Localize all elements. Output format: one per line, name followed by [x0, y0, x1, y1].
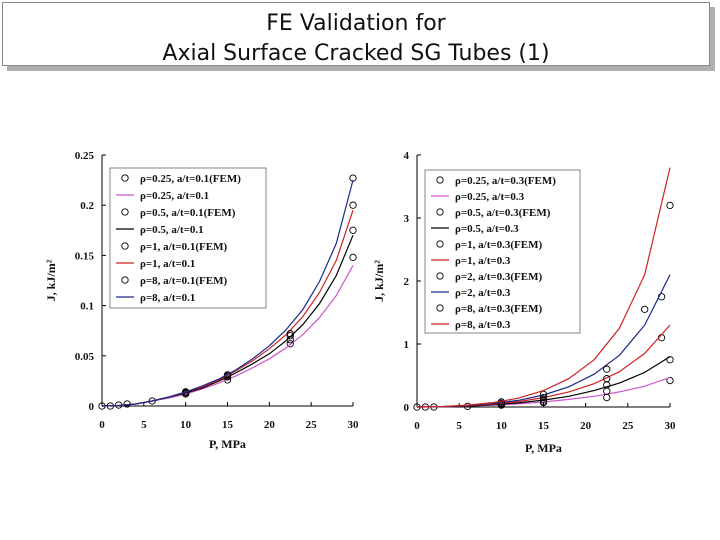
x-tick-label: 10 — [496, 420, 508, 432]
legend-entry-label: ρ=0.25, a/t=0.3 — [455, 191, 525, 203]
data-point-marker — [349, 201, 357, 209]
legend-entry-label: ρ=8, a/t=0.1(FEM) — [140, 275, 227, 287]
y-tick-label: 0.15 — [75, 250, 95, 262]
legend-marker-swatch — [121, 174, 129, 182]
y-tick-label: 0 — [89, 401, 95, 413]
x-tick-label: 15 — [222, 419, 234, 431]
x-tick-label: 0 — [414, 420, 420, 432]
series-line — [416, 167, 671, 408]
legend-marker-swatch — [436, 208, 444, 216]
data-point-marker — [641, 305, 649, 313]
legend-marker-swatch — [436, 240, 444, 248]
legend-entry-label: ρ=0.5, a/t=0.1(FEM) — [140, 207, 236, 219]
data-point-marker — [666, 356, 674, 364]
data-point-marker — [603, 374, 611, 383]
x-tick-label: 0 — [99, 419, 105, 431]
series-line — [101, 179, 354, 407]
x-tick-label: 25 — [306, 419, 318, 431]
legend-entry-label: ρ=0.25, a/t=0.3(FEM) — [455, 175, 556, 187]
x-axis-label: P, MPa — [209, 437, 246, 451]
legend-marker-swatch — [436, 272, 444, 280]
data-point-marker — [223, 371, 232, 379]
y-tick-label: 1 — [404, 339, 410, 351]
legend-entry-label: ρ=2, a/t=0.3 — [455, 287, 511, 299]
x-tick-label: 15 — [538, 420, 550, 432]
legend-marker-swatch — [121, 276, 129, 284]
data-point-marker — [539, 395, 548, 404]
legend-entry-label: ρ=0.25, a/t=0.1(FEM) — [140, 173, 241, 185]
y-tick-label: 3 — [404, 213, 410, 225]
y-axis-label: J, kJ/m² — [44, 259, 58, 301]
legend-entry-label: ρ=1, a/t=0.1 — [140, 258, 195, 270]
legend-entry-label: ρ=0.5, a/t=0.3 — [455, 223, 519, 235]
legend-entry-label: ρ=1, a/t=0.1(FEM) — [140, 241, 227, 253]
legend-marker-swatch — [436, 304, 444, 312]
y-axis-label: J, kJ/m² — [372, 260, 386, 302]
x-tick-label: 20 — [264, 419, 276, 431]
legend-entry-label: ρ=8, a/t=0.3 — [455, 319, 511, 331]
y-tick-label: 0.25 — [75, 150, 95, 162]
data-point-marker — [349, 226, 357, 234]
data-point-marker — [286, 332, 294, 340]
legend-entry-label: ρ=0.5, a/t=0.3(FEM) — [455, 207, 551, 219]
data-point-marker — [182, 388, 190, 396]
legend-entry-label: ρ=8, a/t=0.1 — [140, 292, 195, 304]
data-point-marker — [539, 393, 548, 402]
x-tick-label: 10 — [180, 419, 192, 431]
data-point-marker — [603, 387, 611, 395]
data-point-marker — [286, 330, 294, 338]
y-tick-label: 0.05 — [75, 351, 95, 363]
legend-entry-label: ρ=1, a/t=0.3(FEM) — [455, 239, 542, 251]
y-tick-label: 2 — [404, 276, 410, 288]
legend-entry-label: ρ=2, a/t=0.3(FEM) — [455, 271, 542, 283]
legend-marker-swatch — [121, 208, 129, 216]
y-tick-label: 4 — [404, 150, 410, 162]
legend-marker-swatch — [436, 176, 444, 184]
legend-entry-label: ρ=1, a/t=0.3 — [455, 255, 511, 267]
slide-title-box: FE Validation for Axial Surface Cracked … — [2, 2, 710, 66]
x-tick-label: 30 — [348, 419, 360, 431]
legend-entry-label: ρ=8, a/t=0.3(FEM) — [455, 303, 542, 315]
x-tick-label: 5 — [141, 419, 147, 431]
legend-entry-label: ρ=0.25, a/t=0.1 — [140, 190, 209, 202]
x-tick-label: 25 — [622, 420, 634, 432]
slide-title-line-1: FE Validation for — [266, 11, 446, 36]
x-tick-label: 20 — [580, 420, 592, 432]
y-tick-label: 0.1 — [80, 301, 94, 313]
legend-marker-swatch — [121, 242, 129, 250]
y-tick-label: 0.2 — [80, 200, 94, 212]
x-axis-label: P, MPa — [525, 441, 562, 455]
legend-entry-label: ρ=0.5, a/t=0.1 — [140, 224, 204, 236]
data-point-marker — [286, 340, 294, 348]
data-point-marker — [349, 253, 357, 262]
data-point-marker — [603, 365, 611, 373]
data-point-marker — [666, 376, 674, 385]
y-tick-label: 0 — [404, 402, 410, 414]
legend-box — [424, 169, 581, 334]
data-point-marker — [666, 201, 674, 210]
data-point-marker — [603, 393, 611, 402]
slide-title-line-2: Axial Surface Cracked SG Tubes (1) — [162, 41, 550, 66]
legend-box — [109, 167, 267, 309]
x-tick-label: 5 — [456, 420, 462, 432]
x-tick-label: 30 — [665, 420, 677, 432]
